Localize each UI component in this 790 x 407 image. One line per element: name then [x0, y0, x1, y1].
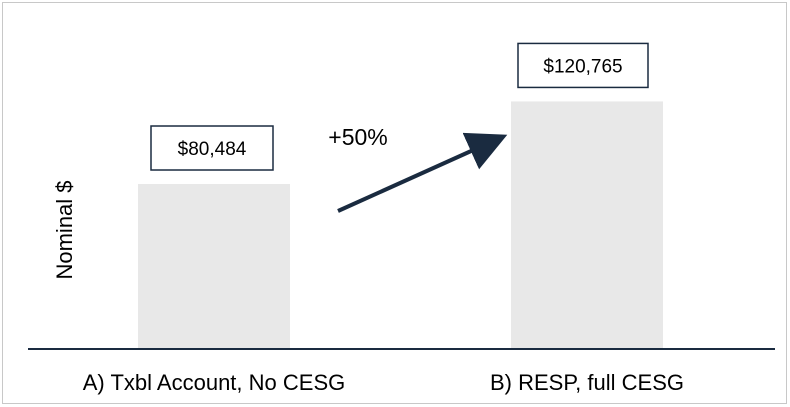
data-labels-group: $80,484 $120,765 [150, 42, 649, 171]
bar-a [138, 184, 290, 349]
percent-change-annotation: +50% [328, 124, 387, 150]
y-axis-label: Nominal $ [52, 180, 77, 279]
bars-group [138, 101, 663, 349]
growth-arrow [337, 132, 508, 213]
bar-b [511, 101, 663, 349]
data-label-b: $120,765 [543, 56, 622, 77]
data-label-a: $80,484 [178, 139, 247, 160]
x-tick-labels-group: A) Txbl Account, No CESG B) RESP, full CE… [83, 370, 684, 395]
data-label-box-b [517, 42, 649, 89]
x-tick-label-b: B) RESP, full CESG [490, 370, 684, 395]
x-tick-label-a: A) Txbl Account, No CESG [83, 370, 345, 395]
data-label-box-a [150, 125, 274, 171]
